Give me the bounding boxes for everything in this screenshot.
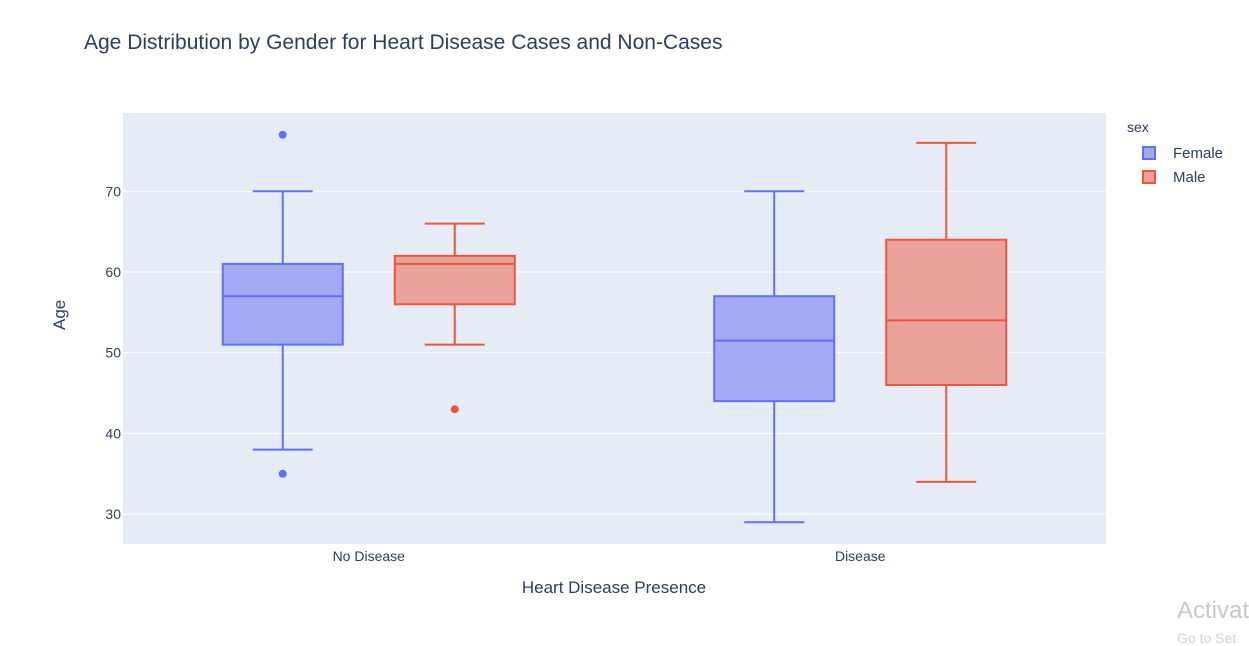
y-tick-label: 50 xyxy=(105,345,121,361)
legend-label-female: Female xyxy=(1173,144,1224,162)
activation-watermark-sub: Go to Set xyxy=(1177,630,1237,646)
y-tick-label: 30 xyxy=(105,506,121,522)
legend-swatch-male xyxy=(1142,170,1156,184)
legend-item-female[interactable]: Female xyxy=(1127,141,1223,165)
x-tick-label: Disease xyxy=(835,548,886,564)
legend: sex Female Male xyxy=(1127,119,1223,189)
legend-label-male: Male xyxy=(1173,168,1206,186)
legend-swatch-female xyxy=(1142,146,1156,160)
box-male-no-disease-outlier xyxy=(450,405,459,414)
box-female-no-disease-outlier xyxy=(278,130,287,139)
box-female-no-disease-iqr xyxy=(221,262,344,346)
y-tick-label: 60 xyxy=(105,264,121,280)
legend-title: sex xyxy=(1127,119,1149,135)
x-axis-label: Heart Disease Presence xyxy=(521,578,707,597)
y-tick-label: 70 xyxy=(105,183,121,199)
y-tick-label: 40 xyxy=(105,425,121,441)
x-tick-label: No Disease xyxy=(333,548,406,564)
box-male-disease-iqr xyxy=(885,238,1008,386)
legend-item-male[interactable]: Male xyxy=(1127,165,1223,189)
chart-title: Age Distribution by Gender for Heart Dis… xyxy=(84,31,723,54)
activation-watermark: Activat xyxy=(1177,597,1249,624)
box-female-disease-iqr xyxy=(713,295,836,403)
box-female-no-disease-outlier xyxy=(278,469,287,478)
y-axis-label: Age xyxy=(50,299,69,330)
